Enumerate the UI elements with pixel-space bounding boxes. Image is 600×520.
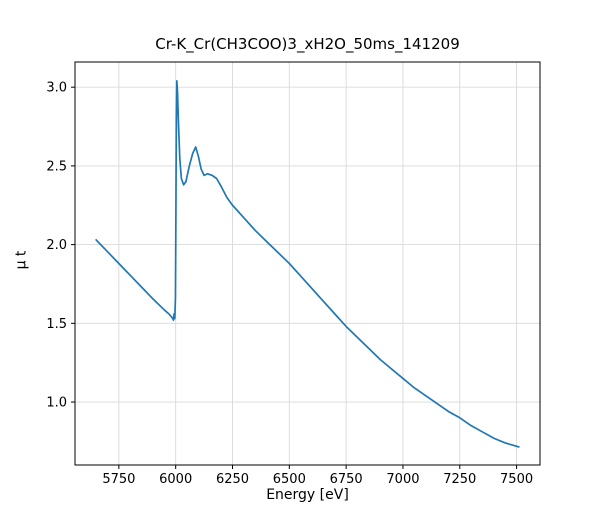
x-tick-label: 7000 xyxy=(386,472,419,487)
y-tick-label: 1.5 xyxy=(46,317,67,332)
x-tick-label: 7500 xyxy=(500,472,533,487)
y-tick-label: 2.5 xyxy=(46,159,67,174)
x-tick-label: 6500 xyxy=(273,472,306,487)
y-tick-label: 1.0 xyxy=(46,396,67,411)
series-line-mu_t_absorption xyxy=(95,80,520,448)
x-tick-label: 6750 xyxy=(330,472,363,487)
x-tick-label: 7250 xyxy=(443,472,476,487)
axes-frame xyxy=(74,61,541,466)
x-axis-label: Energy [eV] xyxy=(266,487,349,503)
x-tick-label: 6000 xyxy=(159,472,192,487)
x-tick-label: 6250 xyxy=(216,472,249,487)
chart-title: Cr-K_Cr(CH3COO)3_xH2O_50ms_141209 xyxy=(155,35,460,53)
x-tick-label: 5750 xyxy=(102,472,135,487)
y-tick-label: 2.0 xyxy=(46,238,67,253)
y-tick-label: 3.0 xyxy=(46,81,67,96)
